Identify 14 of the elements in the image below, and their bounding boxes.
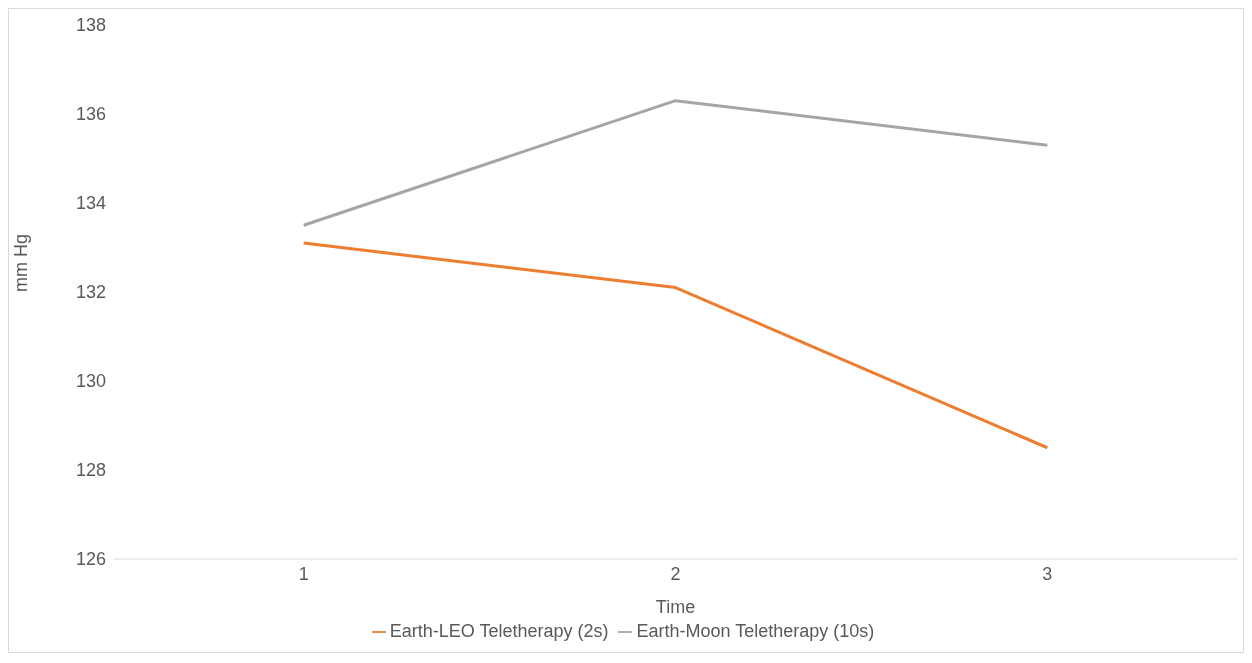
- y-tick-label: 132: [75, 282, 106, 303]
- legend-label: Earth-LEO Teletherapy (2s): [389, 621, 609, 641]
- y-tick-label: 134: [75, 193, 106, 214]
- x-axis-title: Time: [655, 597, 696, 617]
- y-tick-label: 130: [75, 371, 106, 392]
- y-tick-label: 128: [75, 460, 106, 481]
- y-axis-title: mm Hg: [11, 234, 32, 292]
- y-tick-label: 138: [75, 15, 106, 36]
- legend-label: Earth-Moon Teletherapy (10s): [636, 621, 875, 641]
- x-tick-label: 1: [298, 563, 309, 584]
- y-tick-label: 126: [75, 549, 106, 570]
- y-tick-label: 136: [75, 104, 106, 125]
- x-tick-label: 3: [1042, 563, 1053, 584]
- x-tick-label: 2: [670, 563, 681, 584]
